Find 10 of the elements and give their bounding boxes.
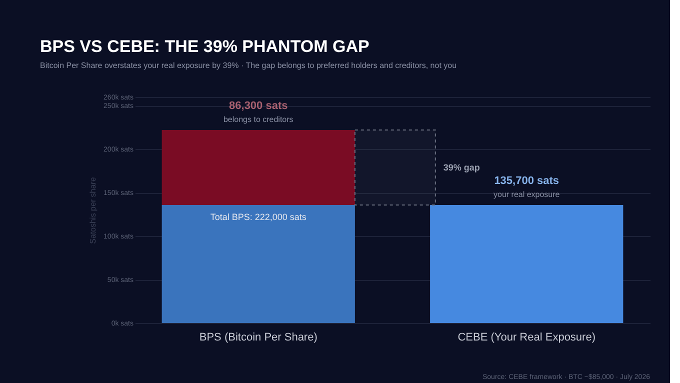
x-tick-label: BPS (Bitcoin Per Share) (199, 332, 318, 344)
annotation: belongs to creditors (223, 115, 294, 124)
chart-title: BPS VS CEBE: THE 39% PHANTOM GAP (40, 37, 370, 56)
annotation: your real exposure (493, 190, 560, 200)
data-label: 135,700 sats (494, 175, 560, 188)
x-tick-label: CEBE (Your Real Exposure) (458, 332, 596, 344)
data-label: 86,300 sats (229, 100, 288, 112)
band-label: 39% gap (443, 162, 480, 173)
chart-subtitle: Bitcoin Per Share overstates your real exposure by 39% · The gap belongs to preferred holders and creditors, not you (40, 61, 457, 70)
annotation: Total BPS: 222,000 sats (210, 212, 307, 222)
